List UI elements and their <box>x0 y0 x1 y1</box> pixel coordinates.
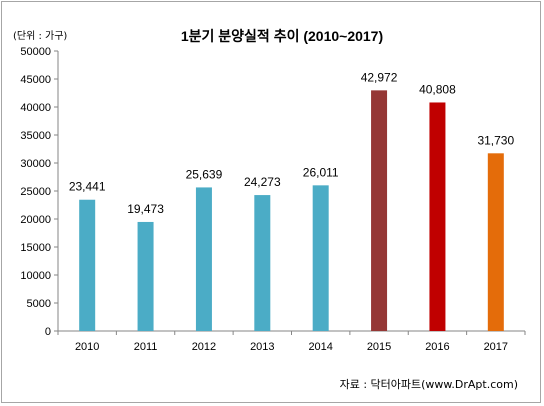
bar-2010 <box>79 199 96 331</box>
bar-2015 <box>371 90 388 331</box>
bar-2013 <box>254 195 271 331</box>
bar-2012 <box>195 187 212 331</box>
x-tick-label: 2015 <box>367 341 391 353</box>
y-tick-label: 40000 <box>20 102 51 114</box>
chart-title: 1분기 분양실적 추이 (2010~2017) <box>181 28 383 44</box>
y-axis-ticks: 0 5000 10000 15000 20000 25000 30000 35000 40000… <box>20 46 58 338</box>
data-label-2010: 23,441 <box>69 180 106 194</box>
y-tick-label: 20000 <box>20 214 51 226</box>
x-axis-ticks: 2010 2011 2012 2013 2014 2015 2016 2017 <box>57 331 526 353</box>
x-tick-label: 2017 <box>484 341 508 353</box>
data-label-2011: 19,473 <box>127 202 164 216</box>
data-labels: 23,441 19,473 25,639 24,273 26,011 42,972 40,8… <box>69 70 515 216</box>
y-tick-label: 50000 <box>20 46 51 58</box>
unit-label: (단위 : 가구) <box>13 29 67 42</box>
y-tick-label: 30000 <box>20 158 51 170</box>
data-label-2015: 42,972 <box>361 70 398 84</box>
bars-group <box>79 90 504 332</box>
data-label-2012: 25,639 <box>186 167 223 181</box>
x-tick-label: 2012 <box>192 341 216 353</box>
y-tick-label: 5000 <box>27 298 51 310</box>
y-tick-label: 10000 <box>20 270 51 282</box>
x-tick-label: 2014 <box>308 341 332 353</box>
bar-2014 <box>312 185 329 331</box>
y-tick-label: 15000 <box>20 242 51 254</box>
data-label-2017: 31,730 <box>477 133 514 147</box>
x-tick-label: 2013 <box>250 341 274 353</box>
bar-2017 <box>487 153 504 331</box>
source-note: 자료 : 닥터아파트(www.DrApt.com) <box>340 378 518 391</box>
data-label-2016: 40,808 <box>419 82 456 96</box>
x-tick-label: 2010 <box>75 341 99 353</box>
data-label-2013: 24,273 <box>244 175 281 189</box>
x-tick-label: 2016 <box>425 341 449 353</box>
bar-2011 <box>137 221 154 331</box>
bar-2016 <box>429 102 446 332</box>
y-tick-label: 35000 <box>20 130 51 142</box>
x-tick-label: 2011 <box>134 341 158 353</box>
y-tick-label: 45000 <box>20 74 51 86</box>
data-label-2014: 26,011 <box>303 165 339 179</box>
y-tick-label: 25000 <box>20 186 51 198</box>
y-tick-label: 0 <box>45 326 51 338</box>
